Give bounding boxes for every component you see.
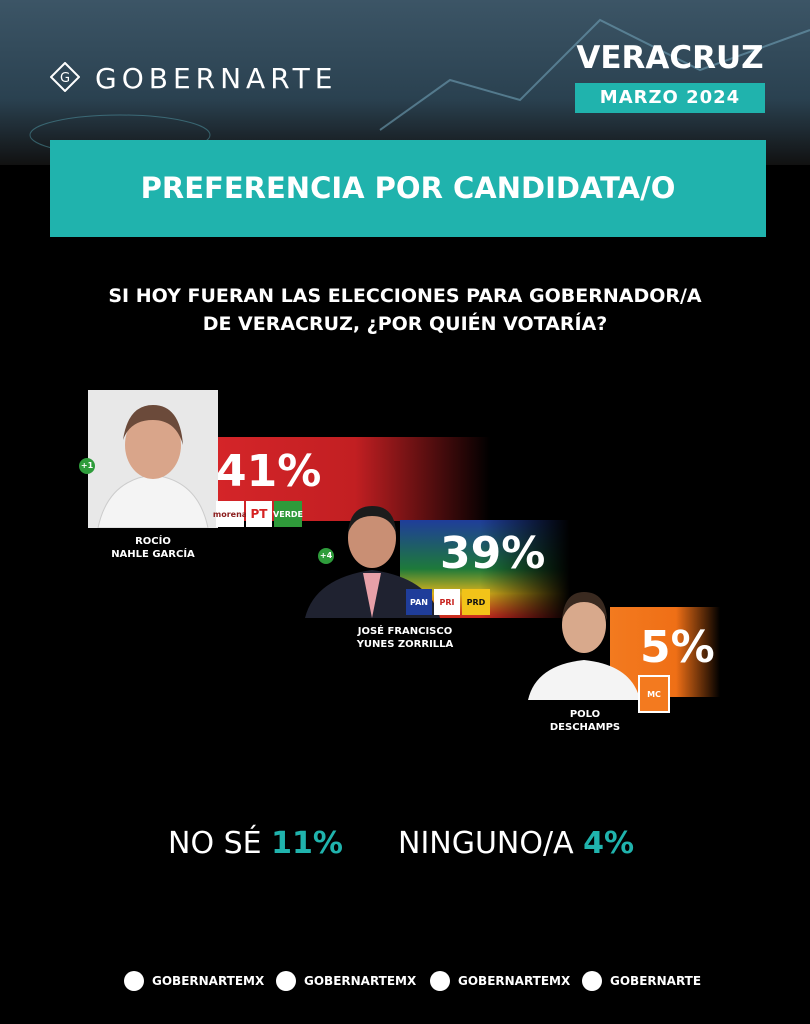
header-image <box>0 0 810 165</box>
social-link[interactable]: GOBERNARTE <box>582 971 701 991</box>
question: SI HOY FUERAN LAS ELECCIONES PARA GOBERN… <box>108 285 702 307</box>
icon <box>430 971 450 991</box>
party: PRI <box>434 589 460 615</box>
name-line: YUNES ZORRILLA <box>356 639 454 650</box>
other-result: 11% <box>271 826 343 861</box>
other-result: 4% <box>583 826 635 861</box>
handle: GOBERNARTEMX <box>152 974 265 988</box>
icon <box>124 971 144 991</box>
result: 5% <box>640 622 715 673</box>
other-label: NO SÉ <box>168 826 262 861</box>
candidate-name: ROCÍO NAHLE GARCÍA <box>93 535 213 561</box>
bar-fade <box>480 520 570 618</box>
brand: GOBERNARTE <box>95 62 338 95</box>
photo <box>88 390 218 528</box>
handle: GOBERNARTEMX <box>458 974 571 988</box>
party: MC <box>638 675 670 713</box>
social-link[interactable]: GOBERNARTEMX <box>430 971 570 991</box>
icon <box>582 971 602 991</box>
party: PRD <box>462 589 490 615</box>
change: +4 <box>318 548 334 564</box>
other: NINGUNO/A 4% <box>398 826 634 861</box>
other-label: NINGUNO/A <box>398 826 574 861</box>
change: +1 <box>79 458 95 474</box>
state: VERACRUZ <box>576 40 764 76</box>
name-line: NAHLE GARCÍA <box>111 549 195 560</box>
social-link[interactable]: GOBERNARTEMX <box>124 971 264 991</box>
question: DE VERACRUZ, ¿POR QUIÉN VOTARÍA? <box>202 313 608 335</box>
name-line: ROCÍO <box>135 536 171 547</box>
party: PT <box>246 501 272 527</box>
other: NO SÉ 11% <box>168 826 343 861</box>
photo <box>528 592 640 700</box>
name-line: POLO <box>569 709 601 720</box>
icon <box>276 971 296 991</box>
name-line: DESCHAMPS <box>549 722 621 733</box>
party: VERDE <box>273 501 303 527</box>
logo: G <box>50 62 80 92</box>
result: 39% <box>440 528 546 579</box>
party: morena <box>213 501 247 527</box>
banner: PREFERENCIA POR CANDIDATA/O <box>50 140 766 237</box>
name-line: JOSÉ FRANCISCO <box>357 626 453 637</box>
candidate-name: JOSÉ FRANCISCO YUNES ZORRILLA <box>335 625 475 651</box>
handle: GOBERNARTE <box>610 974 702 988</box>
party: PAN <box>406 589 432 615</box>
svg-text:G: G <box>60 71 70 86</box>
social-link[interactable]: GOBERNARTEMX <box>276 971 416 991</box>
result: 41% <box>216 446 322 497</box>
date: MARZO 2024 <box>575 83 765 113</box>
handle: GOBERNARTEMX <box>304 974 417 988</box>
candidate-name: POLO DESCHAMPS <box>530 708 640 734</box>
